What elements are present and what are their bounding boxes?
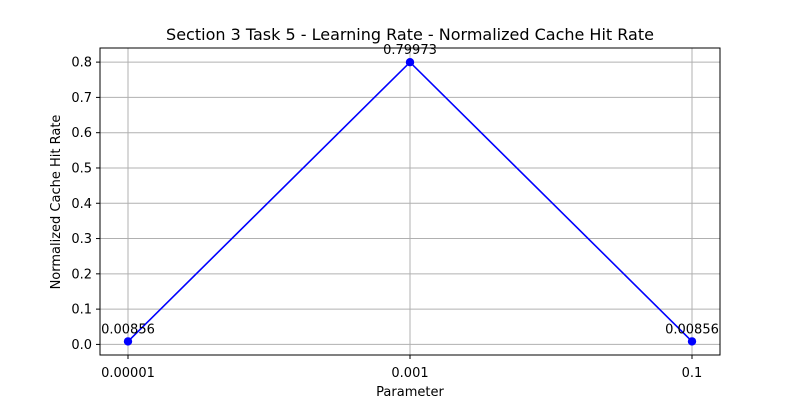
data-point [687,337,697,346]
y-tick-label: 0.0 [71,338,92,353]
y-tick-label: 0.6 [71,126,92,141]
y-tick-label: 0.7 [71,91,92,106]
y-tick-label: 0.5 [71,161,92,176]
y-tick-label: 0.1 [71,303,92,318]
data-label-layer: 0.00856 0.79973 0.00856 [101,43,719,337]
grid-layer [100,48,720,355]
y-tick-label: 0.3 [71,232,92,247]
x-tick-label: 0.001 [391,366,428,381]
data-label: 0.00856 [101,322,155,337]
series-layer [123,58,697,346]
data-label: 0.79973 [383,43,437,58]
tick-layer: 0.0 0.1 0.2 0.3 0.4 0.5 0.6 0.7 0.8 0.00001 0.001 0… [71,56,702,381]
x-axis-label: Parameter [376,385,444,400]
plot-frame [99,47,721,356]
chart-title: Section 3 Task 5 - Learning Rate - Norma… [166,25,654,44]
y-tick-label: 0.4 [71,197,92,212]
y-axis-label: Normalized Cache Hit Rate [49,115,64,290]
data-point [405,58,415,67]
y-tick-label: 0.8 [71,56,92,71]
data-label: 0.00856 [665,322,719,337]
data-point [123,337,133,346]
x-tick-label: 0.00001 [101,366,155,381]
y-tick-label: 0.2 [71,267,92,282]
x-tick-label: 0.1 [682,366,703,381]
